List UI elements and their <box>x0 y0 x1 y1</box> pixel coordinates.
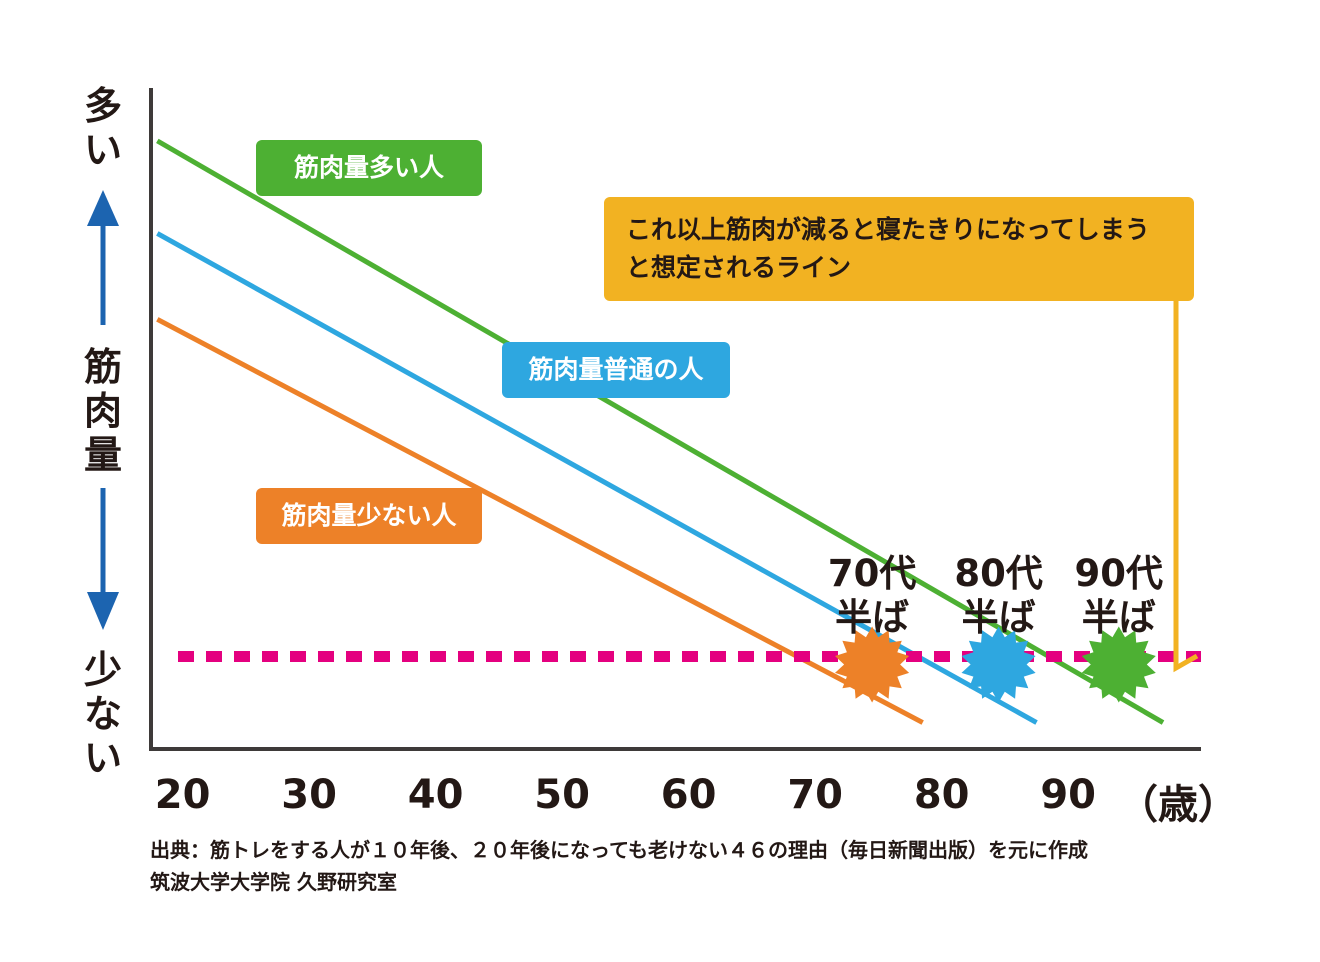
age-annotation-0: 70代 半ば <box>812 552 932 640</box>
source-line-2: 筑波大学大学院 久野研究室 <box>150 870 397 894</box>
threshold-note-leader <box>1173 298 1199 673</box>
y-high-label: 多い <box>83 84 122 172</box>
legend-tag-normal: 筋肉量普通の人 <box>502 342 730 398</box>
y-arrow-down-head <box>87 592 119 630</box>
age-burst-marker-1 <box>961 626 1036 703</box>
threshold-note: これ以上筋肉が減ると寝たきりになってしまうと想定されるライン <box>604 197 1194 301</box>
age-annotation-decade: 90代 <box>1074 552 1164 595</box>
age-annotation-mid: 半ば <box>835 596 910 639</box>
age-annotation-mid: 半ば <box>1081 596 1156 639</box>
age-annotation-2: 90代 半ば <box>1059 552 1179 640</box>
y-axis-label-text: 筋肉量 <box>83 345 122 477</box>
x-tick-label: 30 <box>281 772 337 818</box>
y-arrow-up-head <box>87 190 119 226</box>
series-line-0 <box>156 138 1165 725</box>
x-tick-label: 20 <box>154 772 211 818</box>
x-tick-label: 40 <box>407 772 464 818</box>
source-line-1: 出典：筋トレをする人が１０年後、２０年後になっても老けない４６の理由（毎日新聞出… <box>150 838 1088 862</box>
x-tick-label: 50 <box>534 772 590 818</box>
y-low-label: 少ない <box>83 648 122 780</box>
x-tick-label: 80 <box>913 772 970 818</box>
series-line-1 <box>156 231 1038 725</box>
age-burst-marker-0 <box>835 626 910 703</box>
age-annotation-1: 80代 半ば <box>939 552 1059 640</box>
x-tick-label: 70 <box>787 772 843 818</box>
age-annotation-mid: 半ば <box>961 596 1036 639</box>
y-axis-label: 筋肉量 <box>76 345 130 477</box>
age-burst-marker-2 <box>1081 626 1156 703</box>
x-axis-unit: （歳） <box>1118 782 1238 828</box>
legend-tag-high: 筋肉量多い人 <box>256 140 482 196</box>
age-annotation-decade: 80代 <box>954 552 1043 595</box>
x-tick-label: 60 <box>660 772 717 818</box>
x-tick-label: 90 <box>1040 772 1096 818</box>
age-annotation-decade: 70代 <box>827 552 917 595</box>
legend-tag-low: 筋肉量少ない人 <box>256 488 482 544</box>
